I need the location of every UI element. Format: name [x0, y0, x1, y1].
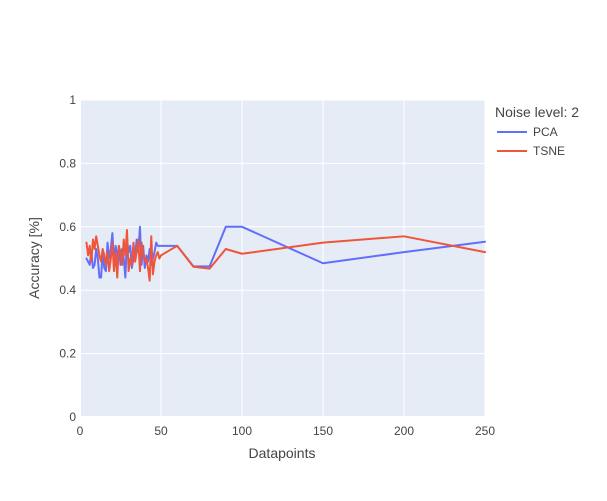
- series-layer: [85, 225, 486, 282]
- y-tick-label: 0.6: [59, 220, 76, 234]
- y-axis-title: Accuracy [%]: [26, 217, 42, 299]
- x-axis-ticks: 0 50 100 150 200 250: [77, 424, 496, 438]
- x-tick-label: 100: [232, 424, 252, 438]
- x-axis-title: Datapoints: [249, 445, 316, 461]
- x-tick-label: 50: [154, 424, 168, 438]
- y-tick-label: 0.2: [59, 347, 76, 361]
- legend: Noise level: 2 PCA TSNE: [495, 104, 579, 158]
- series-line-pca: [85, 225, 486, 279]
- legend-items: PCA TSNE: [497, 125, 565, 158]
- x-tick-label: 0: [77, 424, 84, 438]
- x-tick-label: 200: [394, 424, 414, 438]
- legend-label-tsne[interactable]: TSNE: [533, 144, 565, 158]
- grid-lines: [79, 99, 486, 418]
- y-tick-label: 0: [69, 410, 76, 424]
- y-tick-label: 0.4: [59, 283, 76, 297]
- y-tick-label: 0.8: [59, 156, 76, 170]
- x-tick-label: 150: [313, 424, 333, 438]
- series-line-tsne: [85, 228, 486, 282]
- legend-label-pca[interactable]: PCA: [533, 125, 558, 139]
- y-tick-label: 1: [69, 93, 76, 107]
- legend-title: Noise level: 2: [495, 104, 579, 120]
- y-axis-ticks: 0 0.2 0.4 0.6 0.8 1: [59, 93, 76, 424]
- x-tick-label: 250: [475, 424, 495, 438]
